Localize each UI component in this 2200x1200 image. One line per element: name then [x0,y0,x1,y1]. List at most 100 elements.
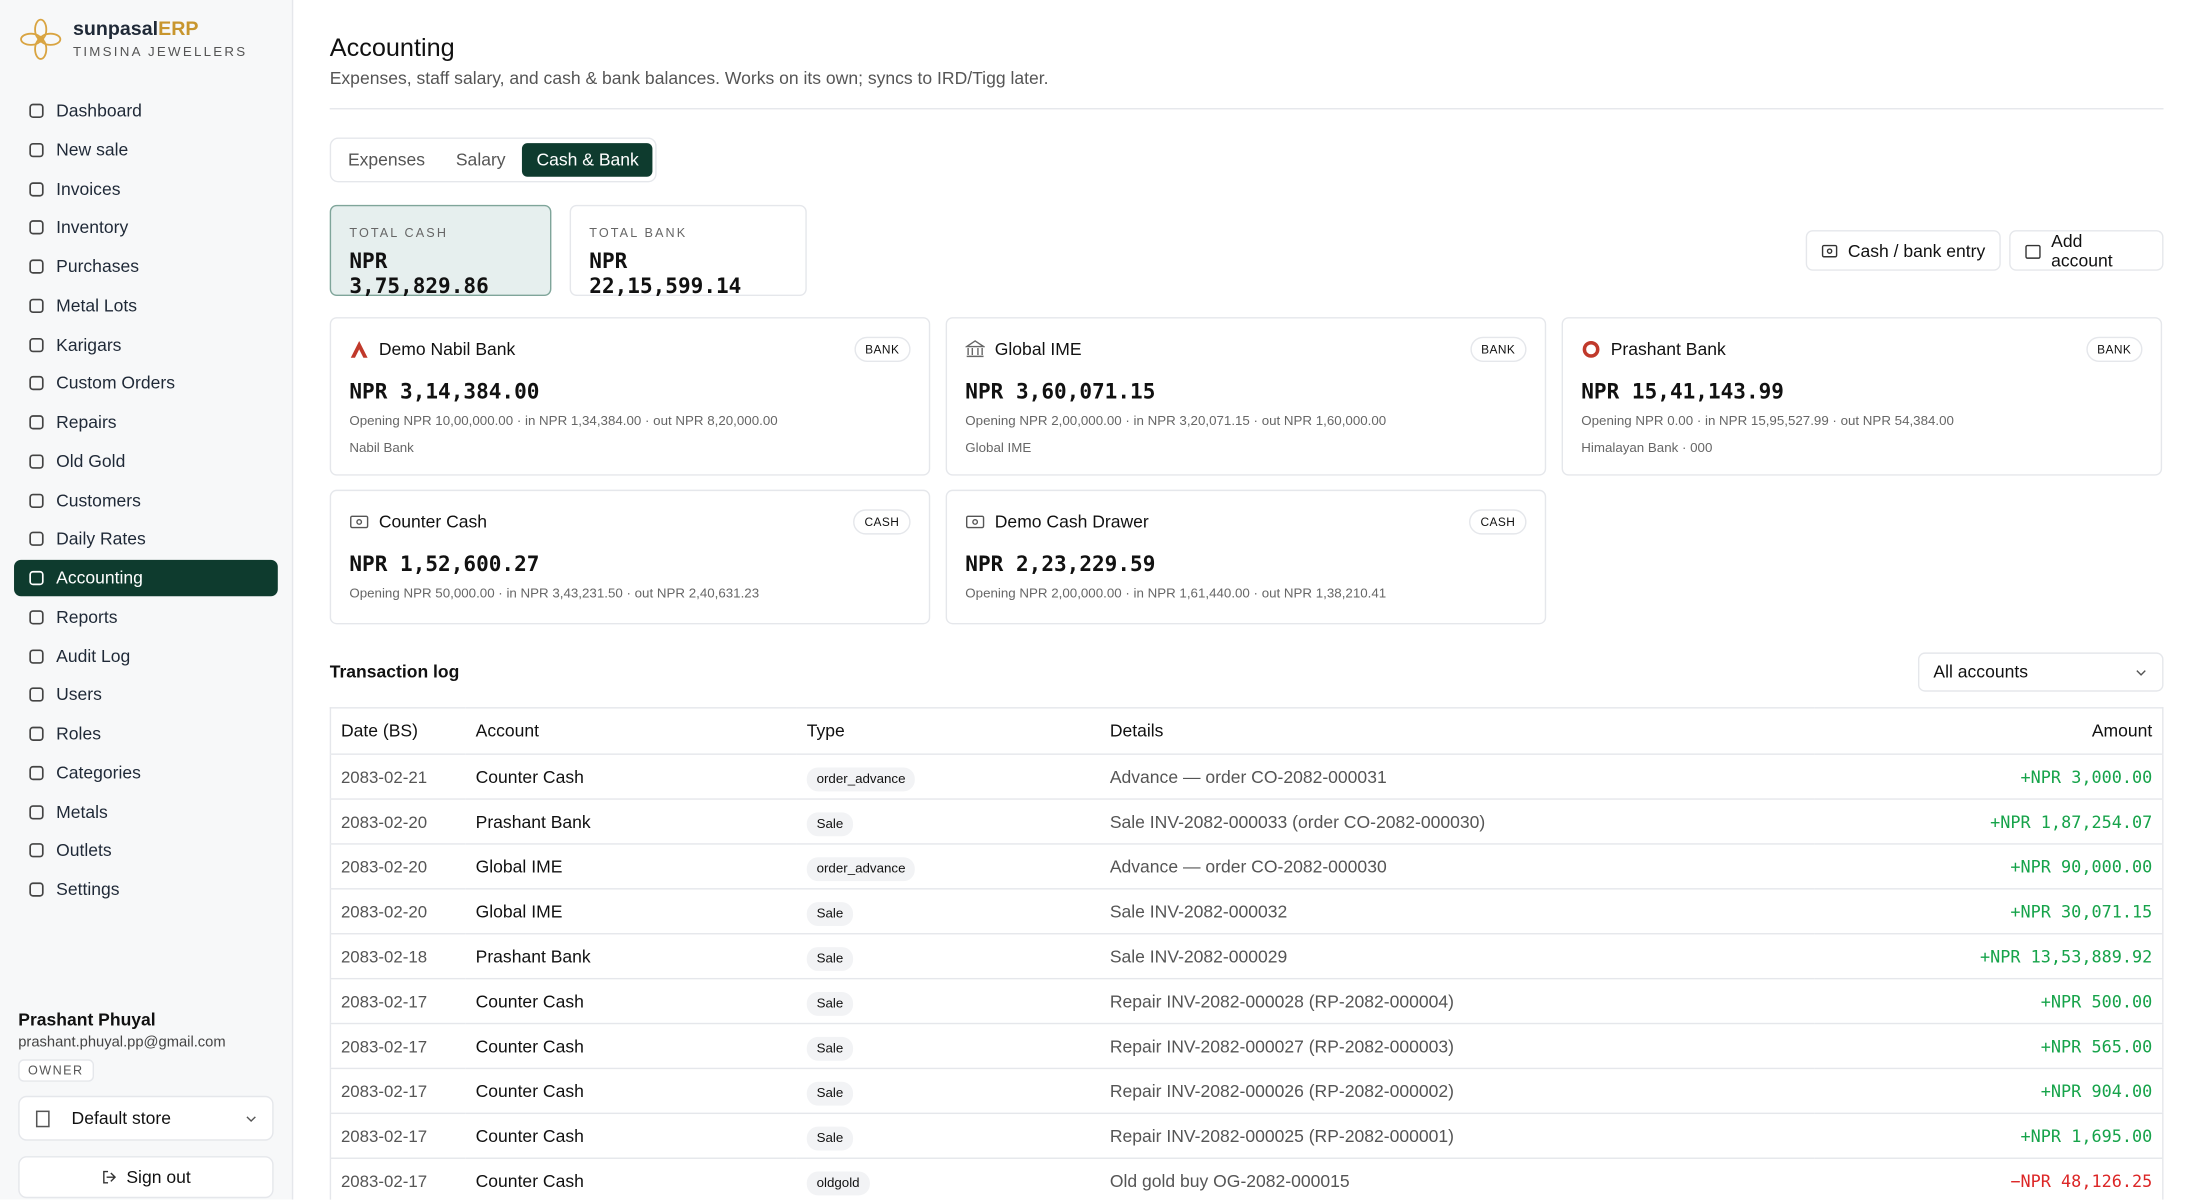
signout-icon [103,1170,117,1184]
nav-item[interactable]: Inventory [14,209,278,245]
logo [20,18,62,60]
amount: +NPR 1,695.00 [1814,1113,2163,1159]
account: Prashant Bank [465,933,797,980]
nav-item[interactable]: Categories [14,754,278,790]
details: Advance — order CO-2082-000030 [1099,843,1815,890]
nav-item[interactable]: Custom Orders [14,365,278,401]
account-name: Demo Nabil Bank [378,339,516,360]
entry-button[interactable]: Cash / bank entry [1805,230,2001,271]
account: Counter Cash [465,1158,797,1200]
type-cell: order_advance [796,754,1100,800]
account-badge: BANK [1469,336,1527,362]
column-header: Account [465,707,797,755]
brand-subtitle: TIMSINA JEWELLERS [72,44,248,61]
nav-item[interactable]: Old Gold [14,443,278,479]
nav-icon [29,142,44,157]
date: 2083-02-20 [330,799,466,845]
transaction-row: 2083-02-17 Counter Cash Sale Repair INV-208… [330,1068,2163,1115]
nav-label: Categories [56,762,141,783]
nav-item[interactable]: Metal Lots [14,287,278,323]
account-balance: NPR 3,14,384.00 [349,378,540,405]
account-balance: NPR 3,60,071.15 [965,378,1156,405]
details: Repair INV-2082-000026 (RP-2082-000002) [1099,1068,1815,1115]
nav-item[interactable]: Accounting [14,559,278,597]
nav-item[interactable]: Reports [14,599,278,635]
type-pill: order_advance [806,766,916,791]
type-pill: Sale [806,946,854,971]
account-card: Prashant Bank BANK NPR 15,41,143.99 Opening… [1561,317,2163,476]
user-name: Prashant Phuyal [18,1010,156,1030]
page-title: Accounting [329,33,455,62]
sign-out[interactable]: Sign out [18,1156,274,1199]
nav-item[interactable]: Dashboard [14,93,278,129]
type-cell: Sale [796,1068,1100,1115]
nav-label: Dashboard [56,101,142,121]
nav-item[interactable]: Settings [14,871,278,907]
nav-icon [29,103,44,118]
chevron [2136,670,2146,676]
transaction-row: 2083-02-17 Counter Cash oldgold Old gold bu… [330,1158,2163,1200]
nav-label: Invoices [56,178,121,199]
add-account-button[interactable]: Add account [2009,230,2164,271]
type-pill: Sale [806,811,854,836]
account-filter[interactable]: All accounts [1917,652,2164,692]
details: Repair INV-2082-000028 (RP-2082-000004) [1099,978,1815,1025]
account-badge: BANK [853,336,911,362]
type-pill: order_advance [806,856,916,881]
tab[interactable]: Salary [455,150,506,170]
column-header: Date (BS) [330,707,466,755]
nav-label: Metals [56,801,108,822]
amount: +NPR 500.00 [1814,978,2163,1025]
account-detail: Opening NPR 2,00,000.00 · in NPR 1,61,44… [965,586,1387,602]
amount: +NPR 904.00 [1814,1068,2163,1115]
nav-icon [29,337,44,352]
date: 2083-02-20 [330,843,466,890]
nav-label: Custom Orders [56,373,176,394]
tab[interactable]: Cash & Bank [522,143,653,177]
amount: +NPR 565.00 [1814,1023,2163,1070]
account-balance: NPR 2,23,229.59 [965,551,1156,577]
account: Counter Cash [465,754,797,800]
transaction-table: Date (BS) Account Type Details Amount 2083-02… [329,707,2164,1200]
total-card: TOTAL BANK NPR 22,15,599.14 [569,204,807,299]
type-cell: Sale [796,1023,1100,1070]
account: Counter Cash [465,978,797,1025]
nav-icon [29,804,44,819]
brand-suffix: ERP [158,16,199,40]
nav-item[interactable]: Customers [14,482,278,518]
date: 2083-02-17 [330,1113,466,1159]
nav-label: Old Gold [56,451,126,472]
transaction-row: 2083-02-17 Counter Cash Sale Repair INV-208… [330,1113,2163,1159]
account-name: Demo Cash Drawer [994,512,1149,532]
nav-item[interactable]: Daily Rates [14,521,278,557]
nav-item[interactable]: Roles [14,716,278,752]
nav-item[interactable]: Karigars [14,326,278,362]
nav-item[interactable]: Audit Log [14,638,278,674]
tab[interactable]: Expenses [347,150,425,170]
nav-item[interactable]: Metals [14,793,278,829]
divider [329,108,2164,110]
details: Advance — order CO-2082-000031 [1099,754,1815,800]
button-label: Add account [2051,230,2113,271]
nav-label: Customers [56,490,141,511]
nav-label: Accounting [56,568,143,588]
date: 2083-02-17 [330,978,466,1025]
nav-item[interactable]: Invoices [14,170,278,206]
wallet-icon [2025,244,2041,259]
store-select[interactable]: Default store [18,1095,274,1141]
account-icon [350,515,369,529]
transaction-row: 2083-02-20 Global IME order_advance Advance… [330,843,2163,890]
nav-item[interactable]: New sale [14,132,278,168]
nav-item[interactable]: Repairs [14,404,278,440]
date: 2083-02-21 [330,754,466,800]
nav-label: Karigars [56,334,122,355]
details: Repair INV-2082-000025 (RP-2082-000001) [1099,1113,1815,1159]
nav-item[interactable]: Purchases [14,248,278,284]
type-pill: Sale [806,901,854,926]
nav-label: Metal Lots [56,295,138,316]
account-card: Demo Nabil Bank BANK NPR 3,14,384.00 Openin… [329,317,931,476]
nav-item[interactable]: Users [14,677,278,713]
nav-label: New sale [56,139,129,160]
nav-item[interactable]: Outlets [14,832,278,868]
account-balance: NPR 15,41,143.99 [1581,378,1784,405]
